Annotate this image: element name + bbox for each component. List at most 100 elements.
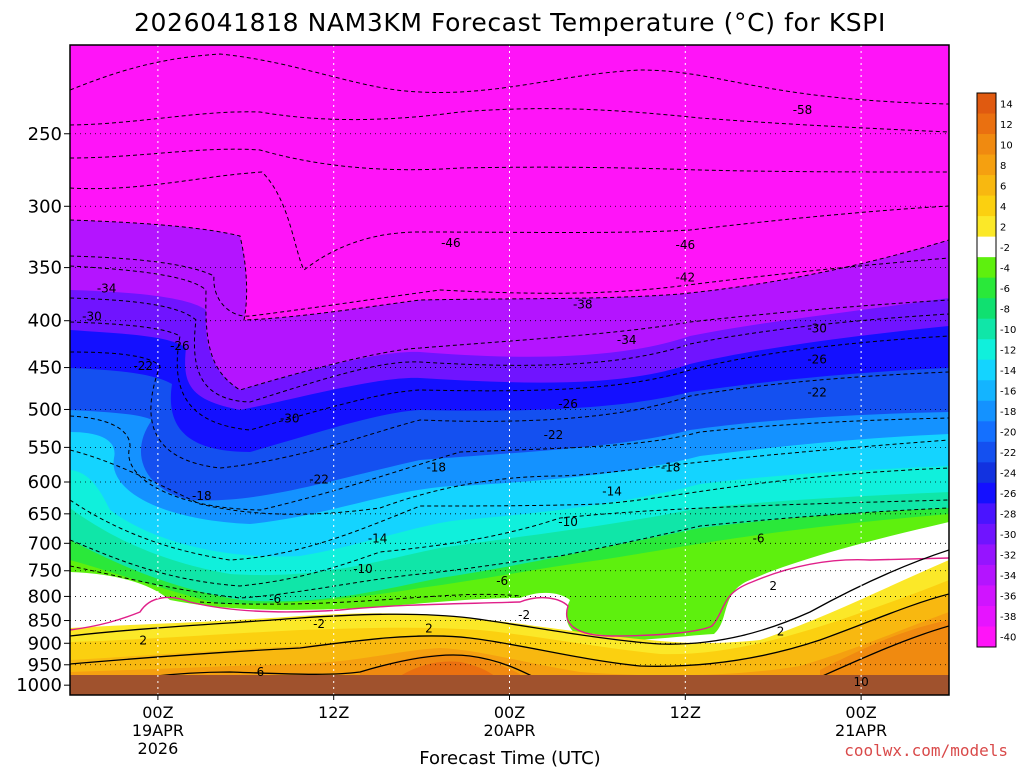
contour-minus18 xyxy=(70,415,949,511)
colorbar-label: 4 xyxy=(1000,202,1006,213)
contour-label: 2 xyxy=(425,621,433,635)
colorbar-label: -38 xyxy=(1000,612,1016,623)
y-tick-label: 600 xyxy=(28,472,62,493)
contour-minus46 xyxy=(70,171,949,271)
colorbar-label: -20 xyxy=(1000,428,1016,439)
contour-label: -2 xyxy=(313,617,325,631)
contour-label: -30 xyxy=(280,411,300,425)
contour-label: -26 xyxy=(170,339,190,353)
contour-label: -18 xyxy=(192,489,212,503)
colorbar-label: 10 xyxy=(1000,140,1013,151)
x-axis-label: Forecast Time (UTC) xyxy=(419,748,600,768)
colorbar-swatch xyxy=(977,236,996,258)
colorbar-swatch xyxy=(977,605,996,627)
contour-minus54 xyxy=(70,108,949,133)
colorbar-label: -12 xyxy=(1000,345,1016,356)
colorbar-label: -36 xyxy=(1000,592,1016,603)
colorbar-swatch xyxy=(977,380,996,402)
colorbar-swatch xyxy=(977,626,996,648)
colorbar-swatch xyxy=(977,400,996,422)
contour-label: 2 xyxy=(777,625,785,639)
colorbar-swatch xyxy=(977,421,996,443)
colorbar-label: -10 xyxy=(1000,325,1016,336)
colorbar-label: -34 xyxy=(1000,571,1016,582)
y-axis: 2503003504004505005506006507007508008509… xyxy=(16,124,70,696)
contour-label: -22 xyxy=(309,473,329,487)
x-tick-label: 20APR xyxy=(483,721,535,740)
colorbar-label: -28 xyxy=(1000,510,1016,521)
contour-label: -6 xyxy=(496,574,508,588)
grid-lines xyxy=(70,45,949,695)
colorbar-label: -14 xyxy=(1000,366,1016,377)
colorbar-label: -30 xyxy=(1000,530,1016,541)
contour-label: 6 xyxy=(257,665,265,679)
credit-text: coolwx.com/models xyxy=(844,741,1008,760)
colorbar-label: -8 xyxy=(1000,304,1010,315)
plot-area: -58-46 -46-42-38-34-34-30-30-30-26-26-26-… xyxy=(70,45,949,695)
colorbar-label: -26 xyxy=(1000,489,1016,500)
colorbar-swatch xyxy=(977,318,996,340)
y-tick-label: 1000 xyxy=(16,675,62,696)
contour-2 xyxy=(70,549,949,645)
x-tick-label: 00Z xyxy=(845,703,876,722)
y-tick-label: 300 xyxy=(28,196,62,217)
colorbar-swatch xyxy=(977,216,996,238)
x-tick-label: 19APR xyxy=(132,721,184,740)
y-tick-label: 750 xyxy=(28,561,62,582)
colorbar-frame xyxy=(976,92,997,648)
contour-label: -10 xyxy=(558,515,578,529)
contour-label: -14 xyxy=(602,485,622,499)
contour-label: 2 xyxy=(139,634,147,648)
contour-minus22 xyxy=(70,351,949,469)
colorbar-swatch xyxy=(977,339,996,361)
colorbar-label: -22 xyxy=(1000,448,1016,459)
contour-minus14 xyxy=(70,439,949,515)
contour-minus58 xyxy=(70,53,949,105)
colorbar-swatch xyxy=(977,544,996,566)
contour-label: -58 xyxy=(793,103,813,117)
contour-label: -46 xyxy=(675,238,695,252)
contour-minus30 xyxy=(70,297,949,403)
contour-minus42 xyxy=(70,219,949,321)
colorbar-swatch xyxy=(977,113,996,135)
contour-label: -42 xyxy=(675,271,695,285)
contour-minus10 xyxy=(70,467,949,561)
y-tick-label: 450 xyxy=(28,358,62,379)
colorbar-swatch xyxy=(977,482,996,504)
chart-title: 2026041818 NAM3KM Forecast Temperature (… xyxy=(134,8,886,37)
contour-label: 2 xyxy=(769,579,777,593)
x-tick-label: 12Z xyxy=(318,703,349,722)
colorbar-swatch xyxy=(977,257,996,279)
contour-label: -46 xyxy=(441,236,461,250)
contour-label: -30 xyxy=(807,322,827,336)
x-tick-label: 2026 xyxy=(138,739,179,758)
contour-minus2c xyxy=(199,593,521,605)
colorbar-label: 14 xyxy=(1000,99,1013,110)
contour-labels: -58-46 -46-42-38-34-34-30-30-30-26-26-26-… xyxy=(82,103,869,689)
contour-minus50 xyxy=(70,148,949,173)
dashed-contours xyxy=(70,53,949,605)
colorbar-swatch xyxy=(977,93,996,115)
contour-label: -38 xyxy=(573,297,593,311)
colorbar-swatch xyxy=(977,175,996,197)
contour-label: -30 xyxy=(82,310,102,324)
y-tick-label: 500 xyxy=(28,399,62,420)
contour-label: 10 xyxy=(853,675,868,689)
colorbar-swatch xyxy=(977,134,996,156)
contour-label: -10 xyxy=(353,562,373,576)
y-tick-label: 900 xyxy=(28,633,62,654)
colorbar-label: -40 xyxy=(1000,633,1016,644)
x-tick-label: 21APR xyxy=(835,721,887,740)
contour-minus6 xyxy=(70,499,949,587)
colorbar: 14 12 10 8 6 4 2 -2 -4 -6 -8 -10 -12 -14 -16 -18 -20 -22 -… xyxy=(976,92,1016,648)
y-tick-label: 550 xyxy=(28,437,62,458)
contour-label: -34 xyxy=(97,282,117,296)
y-tick-label: 650 xyxy=(28,504,62,525)
colorbar-swatch xyxy=(977,462,996,484)
y-tick-label: 950 xyxy=(28,655,62,676)
surface-ground xyxy=(70,675,949,695)
colorbar-label: 2 xyxy=(1000,222,1006,233)
contour-label: -6 xyxy=(753,532,765,546)
colorbar-swatch xyxy=(977,564,996,586)
